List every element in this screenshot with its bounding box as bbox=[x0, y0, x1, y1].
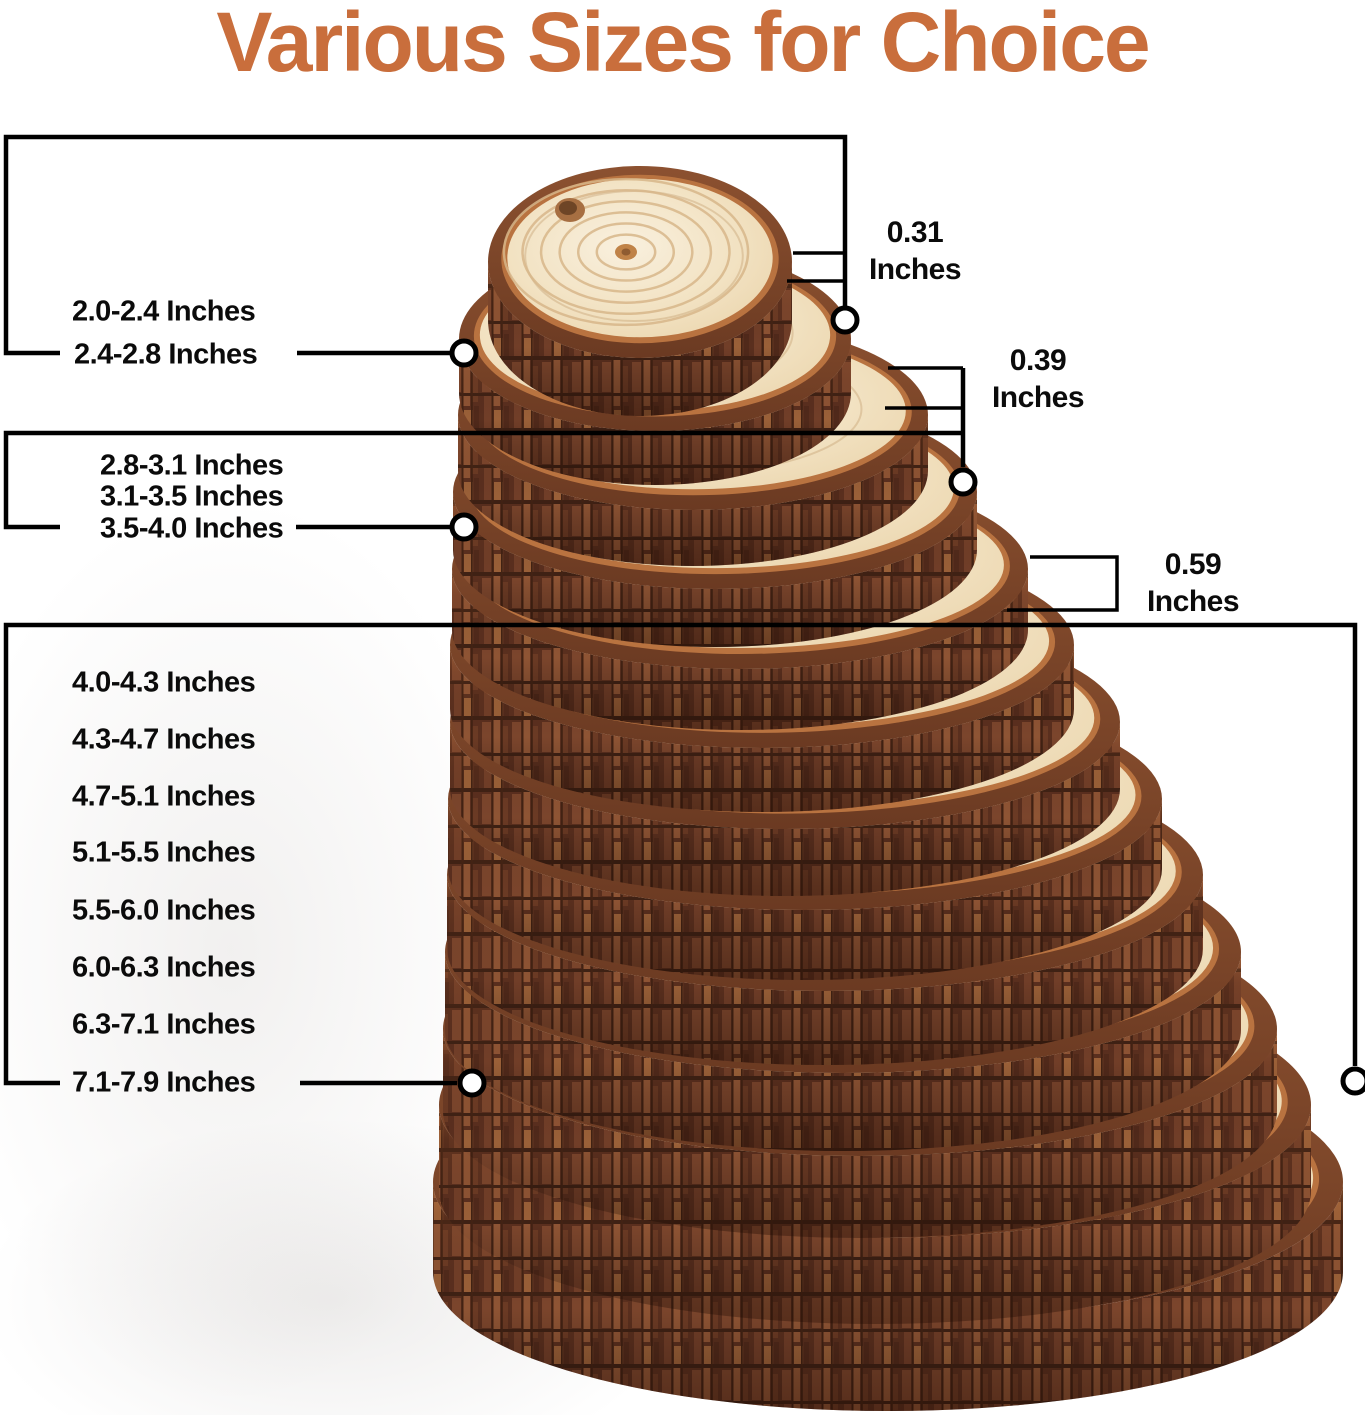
bracket-line bbox=[3, 134, 848, 356]
thickness-tick bbox=[1007, 555, 1119, 612]
circle-marker bbox=[830, 305, 860, 335]
bark-side-shade bbox=[488, 262, 792, 416]
size-label-2-8-3-1: 2.8-3.1 Inches bbox=[100, 449, 284, 482]
thickness-label-0-31: 0.31 Inches bbox=[868, 214, 962, 288]
thickness-unit: Inches bbox=[1146, 585, 1240, 618]
bracket-line bbox=[3, 430, 963, 530]
bark-side-shade bbox=[452, 569, 1028, 730]
bark-side-shade bbox=[445, 952, 1241, 1151]
size-label-3-5-4-0: 3.5-4.0 Inches bbox=[100, 512, 284, 545]
size-label-7-1-7-9: 7.1-7.9 Inches bbox=[72, 1066, 256, 1099]
bark-side-shade bbox=[450, 722, 1120, 896]
circle-marker bbox=[1340, 1066, 1365, 1096]
bark-side-shade bbox=[447, 875, 1203, 1065]
bark-side-shade bbox=[450, 645, 1074, 812]
size-label-5-5-6-0: 5.5-6.0 Inches bbox=[72, 894, 256, 927]
size-label-5-1-5-5: 5.1-5.5 Inches bbox=[72, 836, 256, 869]
drill-hole bbox=[559, 201, 577, 215]
thickness-value: 0.31 bbox=[886, 216, 944, 249]
thickness-label-0-39: 0.39 Inches bbox=[991, 342, 1085, 416]
growth-ring bbox=[502, 177, 750, 327]
bark-side-shade bbox=[459, 339, 851, 485]
wood-slice-2.0-2.4 bbox=[488, 166, 792, 416]
size-label-2-4-2-8: 2.4-2.8 Inches bbox=[74, 338, 258, 371]
size-label-6-0-6-3: 6.0-6.3 Inches bbox=[72, 951, 256, 984]
bark-side-shade bbox=[448, 799, 1162, 980]
circle-marker bbox=[449, 338, 479, 368]
thickness-unit: Inches bbox=[991, 381, 1085, 414]
bracket-group-2 bbox=[3, 366, 978, 542]
bark-side-shade bbox=[458, 415, 928, 566]
circle-marker bbox=[449, 512, 479, 542]
growth-ring bbox=[521, 188, 731, 316]
bark-side-shade bbox=[439, 1105, 1311, 1324]
size-label-6-3-7-1: 6.3-7.1 Inches bbox=[72, 1008, 256, 1041]
size-label-3-1-3-5: 3.1-3.5 Inches bbox=[100, 480, 284, 513]
size-label-2-0-2-4: 2.0-2.4 Inches bbox=[72, 295, 256, 328]
bark-side-shade bbox=[453, 492, 977, 647]
bracket-line bbox=[3, 622, 1358, 1086]
size-label-4-7-5-1: 4.7-5.1 Inches bbox=[72, 780, 256, 813]
size-label-4-0-4-3: 4.0-4.3 Inches bbox=[72, 666, 256, 699]
thickness-label-0-59: 0.59 Inches bbox=[1146, 546, 1240, 620]
circle-marker bbox=[457, 1068, 487, 1098]
thickness-value: 0.59 bbox=[1164, 548, 1222, 581]
growth-ring bbox=[558, 211, 694, 293]
bracket-group-3 bbox=[3, 555, 1365, 1098]
page-title: Various Sizes for Choice bbox=[216, 0, 1150, 89]
growth-ring bbox=[576, 222, 676, 282]
thickness-value: 0.39 bbox=[1009, 344, 1067, 377]
bracket-group-1 bbox=[3, 134, 860, 368]
bark-side-shade bbox=[433, 1182, 1343, 1411]
bark-side-shade bbox=[443, 1029, 1277, 1238]
growth-ring bbox=[595, 233, 657, 271]
growth-ring bbox=[539, 200, 713, 304]
pith bbox=[621, 248, 631, 256]
thickness-unit: Inches bbox=[868, 253, 962, 286]
circle-marker bbox=[948, 467, 978, 497]
size-label-4-3-4-7: 4.3-4.7 Inches bbox=[72, 723, 256, 756]
